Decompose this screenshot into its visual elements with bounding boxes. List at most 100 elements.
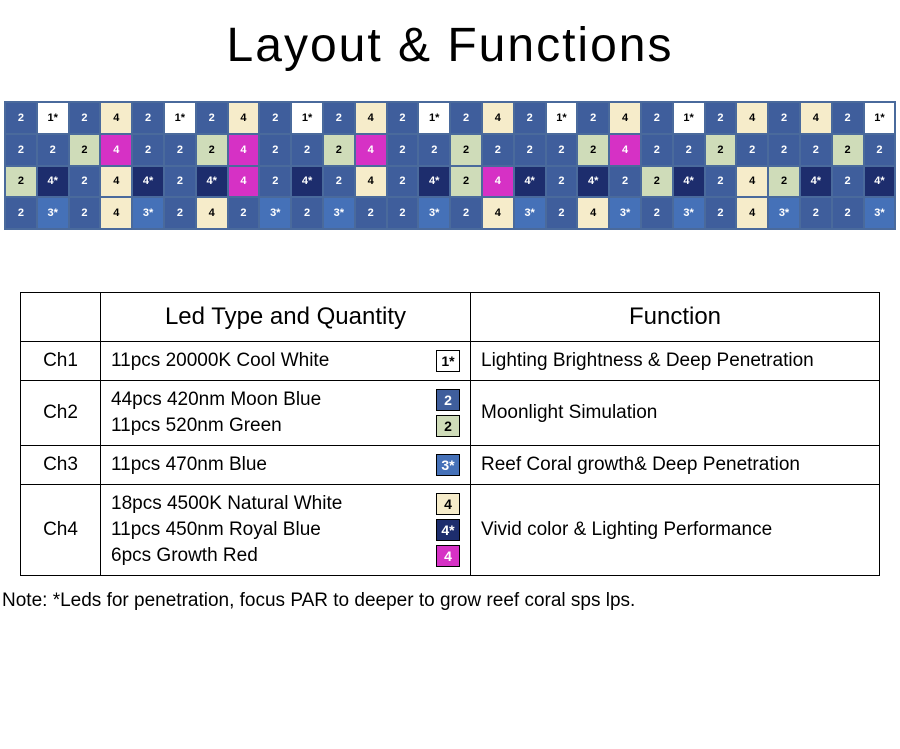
led-description: 44pcs 420nm Moon Blue [111, 389, 428, 411]
led-cell: 2 [292, 135, 322, 165]
led-cell: 2 [388, 135, 418, 165]
table-row: Ch3 11pcs 470nm Blue 3* Reef Coral growth& … [21, 446, 880, 485]
function-cell: Vivid color & Lighting Performance [471, 485, 880, 576]
led-swatch: 2 [436, 389, 460, 411]
led-cell: 2 [388, 103, 418, 133]
led-cell: 4 [101, 198, 131, 228]
led-cell: 1* [292, 103, 322, 133]
led-cell: 2 [324, 135, 354, 165]
led-swatch: 4 [436, 493, 460, 515]
led-cell: 2 [388, 167, 418, 197]
led-cell: 4 [610, 135, 640, 165]
led-cell: 4 [197, 198, 227, 228]
led-cell: 4 [229, 103, 259, 133]
led-cell: 2 [260, 167, 290, 197]
channel-label: Ch3 [21, 446, 101, 485]
led-entry: 44pcs 420nm Moon Blue 2 [111, 387, 460, 413]
led-cell: 2 [6, 198, 36, 228]
led-entry: 11pcs 450nm Royal Blue4* [111, 517, 460, 543]
led-cell: 1* [674, 103, 704, 133]
led-cell: 2 [260, 135, 290, 165]
led-cell: 2 [292, 198, 322, 228]
led-cell: 4* [419, 167, 449, 197]
led-cell: 4 [229, 167, 259, 197]
table-row: Ch2 44pcs 420nm Moon Blue 211pcs 520nm Gre… [21, 381, 880, 446]
led-cell: 4 [737, 167, 767, 197]
led-cell: 2 [769, 167, 799, 197]
led-cell: 2 [642, 103, 672, 133]
led-cell: 2 [706, 198, 736, 228]
th-blank [21, 293, 101, 342]
led-cell: 2 [70, 167, 100, 197]
led-cell: 2 [324, 167, 354, 197]
led-cell: 3* [865, 198, 895, 228]
led-cell: 2 [578, 135, 608, 165]
led-cell: 4 [737, 198, 767, 228]
led-cell: 4* [674, 167, 704, 197]
led-cell: 4* [292, 167, 322, 197]
led-cell: 2 [578, 103, 608, 133]
led-cell: 4* [515, 167, 545, 197]
led-cell: 2 [642, 167, 672, 197]
led-cell: 2 [229, 198, 259, 228]
function-cell: Reef Coral growth& Deep Penetration [471, 446, 880, 485]
led-cell: 2 [324, 103, 354, 133]
table-row: Ch418pcs 4500K Natural White411pcs 450nm… [21, 485, 880, 576]
led-cell: 3* [515, 198, 545, 228]
led-cell: 2 [801, 198, 831, 228]
footnote: Note: *Leds for penetration, focus PAR t… [2, 590, 898, 612]
led-description: 11pcs 20000K Cool White [111, 350, 428, 372]
led-cell: 2 [165, 135, 195, 165]
led-cell: 2 [642, 198, 672, 228]
led-cell: 4 [483, 103, 513, 133]
led-cell: 2 [515, 135, 545, 165]
channel-label: Ch2 [21, 381, 101, 446]
led-cell: 2 [769, 103, 799, 133]
led-cell: 2 [6, 167, 36, 197]
led-cell: 4 [483, 167, 513, 197]
led-cell: 1* [38, 103, 68, 133]
led-description: 11pcs 470nm Blue [111, 454, 428, 476]
led-cell: 2 [833, 103, 863, 133]
led-cell: 1* [865, 103, 895, 133]
led-cell: 4 [101, 103, 131, 133]
function-cell: Lighting Brightness & Deep Penetration [471, 342, 880, 381]
led-layout-grid-wrap: 21*2421*2421*2421*2421*2421*242421*22242… [0, 101, 900, 230]
led-cell: 2 [6, 135, 36, 165]
led-type-cell: 11pcs 20000K Cool White 1* [101, 342, 471, 381]
led-cell: 2 [70, 198, 100, 228]
led-cell: 2 [801, 135, 831, 165]
led-cell: 2 [547, 198, 577, 228]
led-cell: 4 [101, 135, 131, 165]
led-cell: 2 [833, 135, 863, 165]
led-cell: 2 [70, 103, 100, 133]
led-swatch: 4* [436, 519, 460, 541]
led-cell: 2 [769, 135, 799, 165]
led-type-cell: 44pcs 420nm Moon Blue 211pcs 520nm Green2 [101, 381, 471, 446]
led-cell: 1* [547, 103, 577, 133]
led-cell: 2 [165, 167, 195, 197]
led-cell: 2 [547, 135, 577, 165]
led-swatch: 1* [436, 350, 460, 372]
led-cell: 2 [674, 135, 704, 165]
led-cell: 1* [165, 103, 195, 133]
led-entry: 11pcs 520nm Green2 [111, 413, 460, 439]
led-swatch: 3* [436, 454, 460, 476]
led-cell: 2 [197, 135, 227, 165]
led-cell: 2 [133, 135, 163, 165]
led-cell: 2 [833, 167, 863, 197]
led-cell: 4 [801, 103, 831, 133]
led-cell: 3* [133, 198, 163, 228]
led-cell: 1* [419, 103, 449, 133]
led-cell: 2 [515, 103, 545, 133]
function-cell: Moonlight Simulation [471, 381, 880, 446]
led-type-cell: 11pcs 470nm Blue 3* [101, 446, 471, 485]
led-entry: 6pcs Growth Red4 [111, 543, 460, 569]
led-cell: 2 [706, 103, 736, 133]
led-cell: 4* [133, 167, 163, 197]
led-description: 6pcs Growth Red [111, 545, 428, 567]
led-cell: 3* [610, 198, 640, 228]
table-header-row: Led Type and Quantity Function [21, 293, 880, 342]
led-cell: 4 [356, 135, 386, 165]
led-cell: 2 [865, 135, 895, 165]
